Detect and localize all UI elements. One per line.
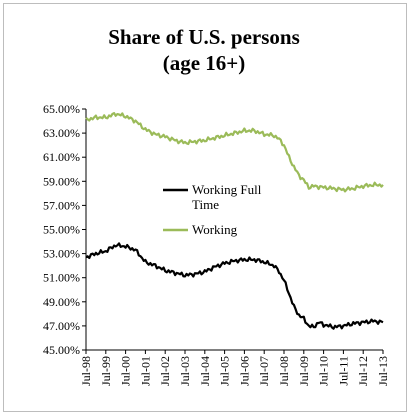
y-tick-label: 63.00% [43,126,80,140]
x-tick-label: Jul-04 [198,356,212,386]
y-tick-label: 65.00% [43,102,80,116]
x-tick-label: Jul-98 [79,356,93,386]
x-axis: Jul-98 Jul-99 Jul-00 Jul-01 Jul-02 Jul-03 Jul-… [79,349,390,386]
x-tick-label: Jul-03 [178,356,192,386]
x-tick-label: Jul-08 [277,356,291,386]
x-tick-label: Jul-00 [119,356,133,386]
chart-title-line-2: (age 16+) [163,51,246,75]
y-tick-label: 49.00% [43,295,80,309]
x-tick-label: Jul-05 [218,356,232,386]
x-tick-label: Jul-06 [237,356,251,386]
x-tick-label: Jul-02 [158,356,172,386]
y-tick-label: 47.00% [43,319,80,333]
y-tick-label: 51.00% [43,271,80,285]
x-tick-label: Jul-11 [336,356,350,386]
legend-label-working-full-time: Working Full Time [192,182,262,212]
x-tick-label: Jul-07 [257,356,271,386]
legend-label-working: Working [192,222,238,237]
x-tick-label: Jul-12 [356,356,370,386]
x-tick-label: Jul-01 [138,356,152,386]
y-tick-label: 59.00% [43,174,80,188]
chart-title-line-1: Share of U.S. persons [108,25,300,49]
x-tick-label: Jul-10 [317,356,331,386]
x-tick-label: Jul-13 [376,356,390,386]
y-tick-label: 55.00% [43,223,80,237]
y-tick-label: 61.00% [43,150,80,164]
y-tick-label: 57.00% [43,198,80,212]
y-tick-label: 45.00% [43,343,80,357]
series-layer [85,112,384,330]
y-axis: 65.00% 63.00% 61.00% 59.00% 57.00% 55.00% 53.0… [43,102,87,357]
x-tick-label: Jul-09 [297,356,311,386]
series-line-working [85,112,384,193]
chart-frame [3,3,407,412]
series-line-working-full-time [85,242,384,330]
legend: Working Full Time Working [163,182,262,237]
y-tick-label: 53.00% [43,247,80,261]
x-tick-label: Jul-99 [99,356,113,386]
